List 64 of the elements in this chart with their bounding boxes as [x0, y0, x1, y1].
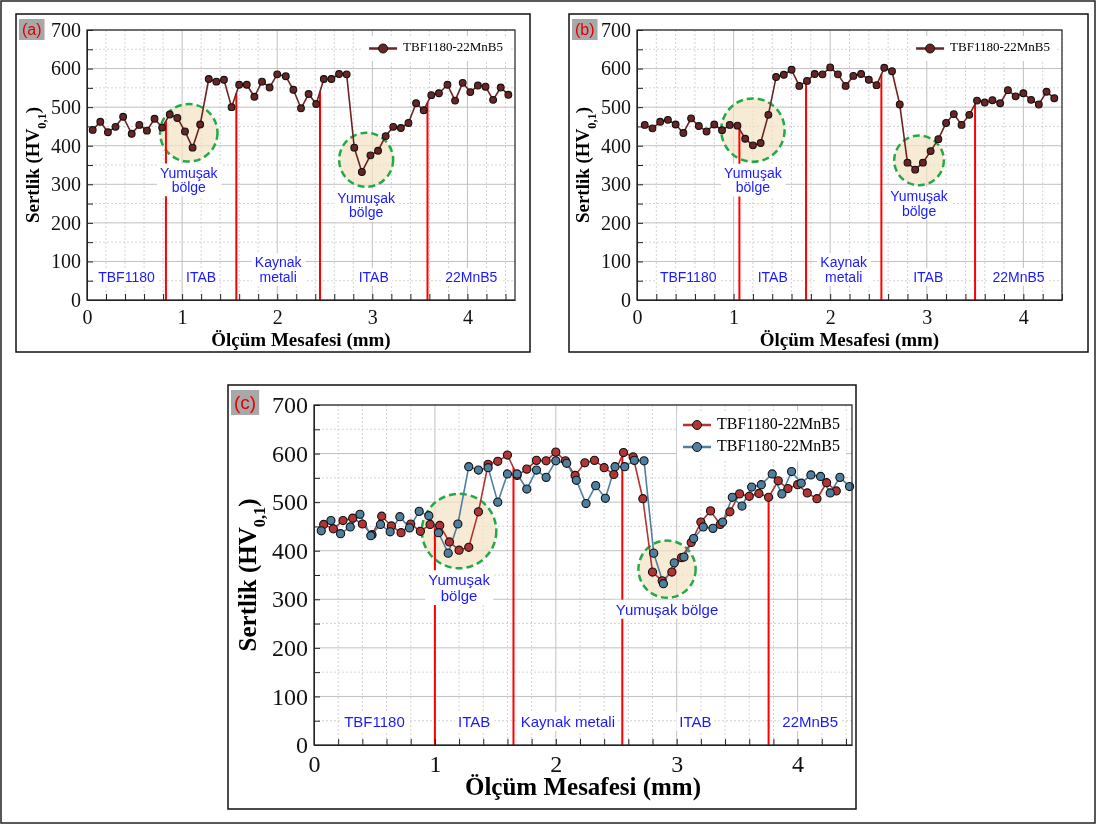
- x-tick-label: 1: [429, 751, 442, 778]
- annotation: TBF1180: [98, 269, 155, 285]
- annotation: 22MnB5: [445, 269, 498, 285]
- y-tick-label: 200: [272, 635, 308, 662]
- x-tick-label: 3: [367, 306, 378, 329]
- annotation: Yumuşak bölge: [615, 600, 719, 618]
- chart-title: (c): [234, 392, 257, 413]
- y-tick-label: 700: [601, 18, 631, 41]
- y-tick-label: 700: [272, 392, 308, 419]
- y-tick-label: 100: [51, 250, 81, 273]
- annotation: ITAB: [757, 269, 788, 285]
- y-tick-label: 0: [71, 288, 81, 311]
- y-tick-label: 300: [601, 173, 631, 196]
- legend-label: TBF1180-22MnB5: [403, 39, 503, 55]
- y-tick-label: 0: [621, 288, 631, 311]
- y-tick-label: 400: [272, 537, 308, 564]
- x-tick-label: 4: [792, 751, 805, 778]
- annotation: Yumuşak bölge: [724, 164, 783, 196]
- x-tick-label: 4: [1018, 306, 1029, 329]
- y-tick-label: 100: [601, 250, 631, 273]
- y-tick-label: 700: [51, 18, 81, 41]
- annotation: TBF1180: [344, 713, 405, 730]
- y-tick-label: 500: [272, 489, 308, 516]
- x-tick-label: 1: [729, 306, 740, 329]
- y-tick-label: 200: [601, 211, 631, 234]
- y-tick-label: 500: [601, 96, 631, 119]
- annotation: Kaynak metali: [254, 254, 303, 285]
- x-tick-label: 3: [922, 306, 933, 329]
- x-tick-label: 2: [272, 306, 283, 329]
- annotation: ITAB: [186, 269, 217, 285]
- annotation: Yumuşak bölge: [337, 189, 396, 221]
- y-tick-label: 600: [601, 57, 631, 80]
- y-tick-label: 300: [51, 173, 81, 196]
- y-tick-label: 300: [272, 586, 308, 613]
- x-tick-label: 2: [825, 306, 836, 329]
- y-tick-label: 400: [601, 134, 631, 157]
- annotation: ITAB: [679, 713, 712, 730]
- x-axis-title: Ölçüm Mesafesi (mm): [211, 329, 391, 351]
- legend-label: TBF1180-22MnB5: [950, 39, 1050, 55]
- y-tick-label: 500: [51, 96, 81, 119]
- annotation: 22MnB5: [992, 269, 1045, 285]
- annotation: Yumuşak bölge: [159, 164, 219, 196]
- y-tick-label: 100: [272, 683, 308, 710]
- y-tick-label: 600: [51, 57, 81, 80]
- y-tick-label: 400: [51, 134, 81, 157]
- annotation: 22MnB5: [782, 713, 839, 730]
- x-tick-label: 4: [462, 306, 473, 329]
- annotation: TBF1180: [659, 269, 717, 285]
- annotation: ITAB: [458, 713, 491, 730]
- annotation: Yumuşak bölge: [890, 188, 949, 219]
- legend-label: TBF1180-22MnB5: [717, 414, 840, 432]
- annotation: Yumuşak bölge: [428, 571, 491, 605]
- annotation: ITAB: [358, 269, 389, 285]
- legend-label: TBF1180-22MnB5: [717, 436, 840, 454]
- chart-title: (b): [575, 21, 595, 38]
- y-tick-label: 200: [51, 211, 81, 234]
- annotation: ITAB: [913, 269, 944, 285]
- y-tick-label: 600: [272, 440, 308, 467]
- x-axis-title: Ölçüm Mesafesi (mm): [759, 329, 940, 351]
- chart-title: (a): [22, 21, 42, 38]
- x-tick-label: 1: [177, 306, 188, 329]
- annotation: Kaynak metali: [520, 713, 615, 730]
- annotation: Kaynak metali: [820, 254, 869, 285]
- y-tick-label: 0: [296, 732, 308, 759]
